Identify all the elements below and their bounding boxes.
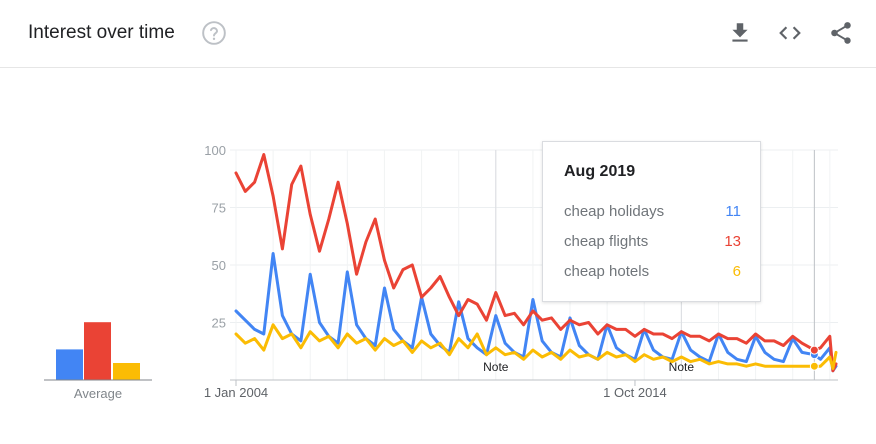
series-line-cheap-holidays (234, 252, 838, 373)
tooltip-row-holidays: cheap holidays 11 (564, 203, 741, 225)
y-tick-label: 25 (212, 316, 226, 331)
card-header: Interest over time (0, 0, 876, 68)
hover-point (809, 361, 819, 371)
series-layer (234, 153, 838, 373)
tooltip-date: Aug 2019 (564, 163, 636, 180)
average-bar (113, 363, 140, 380)
average-bar (56, 349, 83, 380)
hover-point (809, 345, 819, 355)
series-line-cheap-flights (234, 153, 838, 373)
note-label: Note (669, 360, 695, 374)
x-tick-label: 1 Jan 2004 (204, 385, 268, 400)
download-icon[interactable] (727, 20, 753, 46)
hover-tooltip: Aug 2019 cheap holidays 11 cheap flights… (542, 141, 761, 302)
series-line-cheap-hotels (234, 323, 838, 370)
tooltip-series-name: cheap flights (564, 233, 649, 250)
note-label: Note (483, 360, 509, 374)
y-tick-label: 75 (212, 201, 226, 216)
card-title: Interest over time (28, 22, 175, 43)
y-tick-label: 50 (212, 258, 226, 273)
embed-icon[interactable] (777, 20, 803, 46)
share-icon[interactable] (828, 20, 854, 46)
average-bars: Average (44, 322, 152, 401)
tooltip-series-value: 13 (724, 233, 741, 250)
tooltip-series-name: cheap hotels (564, 263, 650, 280)
y-tick-label: 100 (204, 143, 226, 158)
tooltip-row-hotels: cheap hotels 6 (564, 263, 741, 285)
average-bar (84, 322, 111, 380)
average-label: Average (74, 386, 122, 401)
help-icon[interactable] (201, 20, 227, 46)
tooltip-row-flights: cheap flights 13 (564, 233, 741, 255)
tooltip-series-value: 11 (725, 203, 741, 220)
x-tick-label: 1 Oct 2014 (603, 385, 667, 400)
tooltip-series-value: 6 (732, 263, 741, 280)
hover-layer (809, 150, 819, 380)
tooltip-series-name: cheap holidays (564, 203, 665, 220)
